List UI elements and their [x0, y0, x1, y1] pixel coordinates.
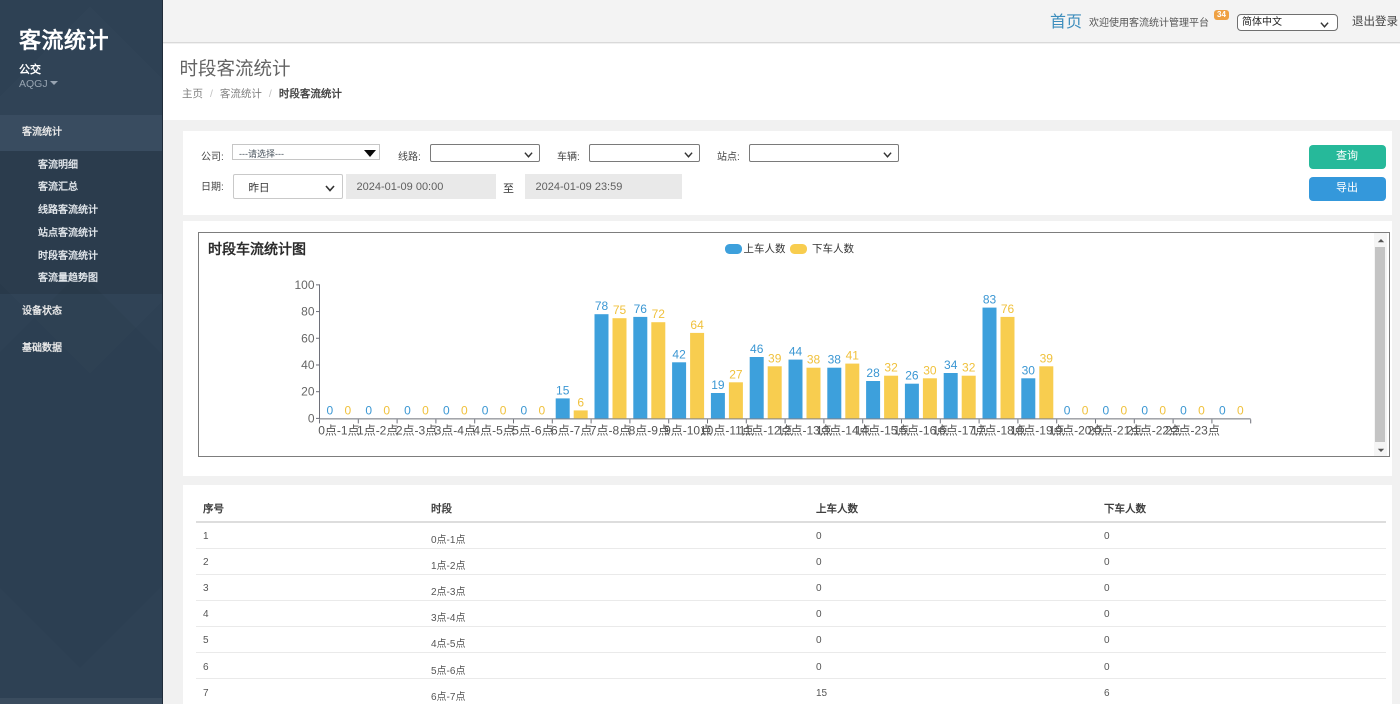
- svg-text:30: 30: [923, 363, 937, 377]
- svg-text:4点-5点: 4点-5点: [473, 423, 514, 437]
- svg-text:40: 40: [301, 358, 315, 372]
- svg-text:0: 0: [1103, 403, 1110, 417]
- svg-text:83: 83: [983, 293, 997, 307]
- svg-text:0: 0: [539, 403, 546, 417]
- svg-text:0: 0: [1121, 403, 1128, 417]
- svg-text:5点-6点: 5点-6点: [512, 423, 553, 437]
- svg-text:10点-11点: 10点-11点: [700, 423, 754, 437]
- svg-text:19: 19: [711, 378, 725, 392]
- svg-text:15点-16点: 15点-16点: [894, 423, 949, 437]
- svg-text:0: 0: [365, 403, 372, 417]
- svg-text:0: 0: [1180, 403, 1187, 417]
- svg-text:6: 6: [577, 395, 584, 409]
- svg-text:0点-1点: 0点-1点: [318, 423, 359, 437]
- svg-text:2点-3点: 2点-3点: [396, 423, 437, 437]
- svg-text:0: 0: [327, 403, 334, 417]
- svg-text:26: 26: [905, 369, 919, 383]
- svg-text:60: 60: [301, 331, 315, 345]
- svg-text:30: 30: [1022, 363, 1036, 377]
- svg-text:1点-2点: 1点-2点: [357, 423, 398, 437]
- svg-text:28: 28: [866, 366, 880, 380]
- svg-text:7点-8点: 7点-8点: [590, 423, 631, 437]
- svg-text:21点-22点: 21点-22点: [1126, 423, 1181, 437]
- svg-text:0: 0: [1237, 403, 1244, 417]
- svg-text:80: 80: [301, 305, 315, 319]
- svg-text:75: 75: [613, 303, 627, 317]
- svg-text:32: 32: [962, 361, 976, 375]
- svg-text:6点-7点: 6点-7点: [551, 423, 592, 437]
- svg-text:44: 44: [789, 345, 803, 359]
- svg-text:3点-4点: 3点-4点: [435, 423, 476, 437]
- svg-text:14点-15点: 14点-15点: [855, 423, 910, 437]
- svg-text:64: 64: [690, 318, 704, 332]
- svg-text:0: 0: [1219, 403, 1226, 417]
- svg-text:100: 100: [294, 278, 314, 292]
- svg-text:15: 15: [556, 383, 570, 397]
- svg-text:0: 0: [500, 403, 507, 417]
- svg-text:0: 0: [482, 403, 489, 417]
- svg-text:0: 0: [1198, 403, 1205, 417]
- svg-text:34: 34: [944, 358, 958, 372]
- svg-text:20: 20: [301, 385, 315, 399]
- svg-text:0: 0: [1141, 403, 1148, 417]
- svg-text:0: 0: [461, 403, 468, 417]
- svg-text:0: 0: [383, 403, 390, 417]
- svg-text:18点-19点: 18点-19点: [1010, 423, 1065, 437]
- svg-text:12点-13点: 12点-13点: [777, 423, 832, 437]
- svg-text:0: 0: [404, 403, 411, 417]
- svg-text:20点-21点: 20点-21点: [1088, 423, 1143, 437]
- svg-text:22点-23点: 22点-23点: [1165, 423, 1220, 437]
- svg-text:0: 0: [1064, 403, 1071, 417]
- svg-text:16点-17点: 16点-17点: [932, 423, 987, 437]
- svg-text:17点-18点: 17点-18点: [971, 423, 1026, 437]
- svg-text:76: 76: [634, 302, 648, 316]
- svg-text:72: 72: [652, 307, 666, 321]
- svg-text:0: 0: [308, 411, 315, 425]
- svg-text:0: 0: [422, 403, 429, 417]
- svg-text:39: 39: [768, 351, 782, 365]
- svg-text:41: 41: [846, 349, 860, 363]
- svg-text:13点-14点: 13点-14点: [816, 423, 871, 437]
- svg-text:38: 38: [807, 353, 821, 367]
- svg-text:76: 76: [1001, 302, 1015, 316]
- svg-text:9点-10点: 9点-10点: [664, 423, 712, 437]
- svg-text:32: 32: [884, 361, 898, 375]
- svg-text:0: 0: [1159, 403, 1166, 417]
- svg-text:8点-9点: 8点-9点: [629, 423, 670, 437]
- svg-text:0: 0: [1082, 403, 1089, 417]
- svg-text:38: 38: [828, 353, 842, 367]
- svg-text:78: 78: [595, 299, 609, 313]
- svg-text:39: 39: [1040, 351, 1054, 365]
- svg-text:27: 27: [729, 367, 743, 381]
- svg-text:19点-20点: 19点-20点: [1049, 423, 1104, 437]
- svg-text:46: 46: [750, 342, 764, 356]
- svg-text:0: 0: [521, 403, 528, 417]
- svg-text:42: 42: [672, 347, 686, 361]
- svg-text:0: 0: [443, 403, 450, 417]
- svg-text:0: 0: [345, 403, 352, 417]
- svg-text:11点-12点: 11点-12点: [739, 423, 793, 437]
